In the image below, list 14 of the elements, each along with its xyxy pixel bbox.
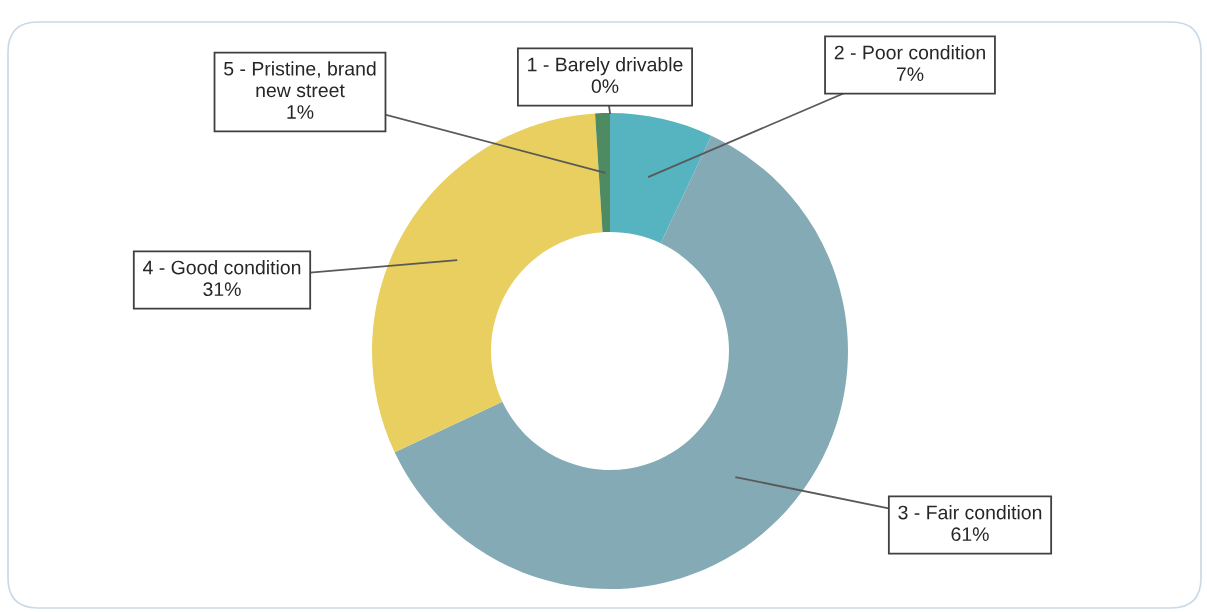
data-label: 61% — [951, 527, 989, 542]
data-label: 7% — [896, 67, 924, 81]
slice-label: 3 - Fair condition — [898, 505, 1042, 520]
data-label: 31% — [203, 282, 241, 297]
category-label: 1 - Barely drivable — [528, 57, 683, 76]
slice-label: 2 - Poor condition — [834, 45, 985, 60]
text: 0% — [591, 79, 619, 94]
donut-slice — [595, 113, 610, 233]
data-label: 1% — [287, 105, 314, 119]
donut-slice — [394, 135, 848, 589]
slice-label: 5 - Pristine, brand new street — [224, 61, 376, 98]
slice-label: 4 - Good condition — [143, 260, 301, 275]
donut-slice — [372, 113, 603, 453]
donut-slice — [610, 113, 712, 244]
